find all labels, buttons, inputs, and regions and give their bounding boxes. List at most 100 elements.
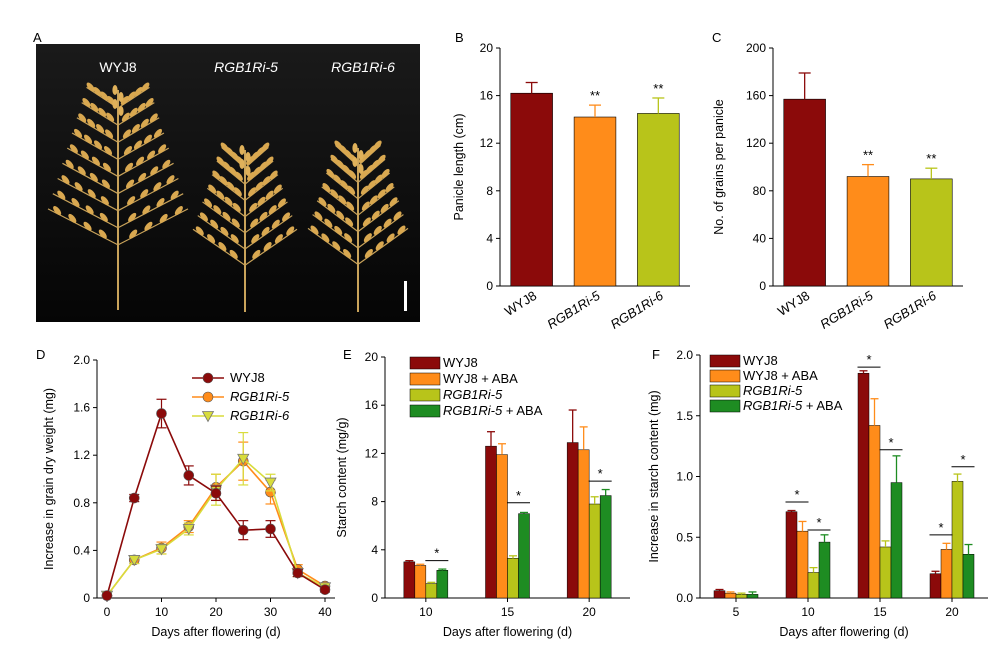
y-tick-label: 4 [486,231,493,245]
bar-rgb1ri-5 [846,176,890,287]
grain [255,181,264,191]
grain [207,234,216,244]
x-axis-label: Days after flowering (d) [779,625,908,639]
y-tick-label: 0 [83,591,90,605]
grain [257,196,266,206]
panel-d-chart: D 0 0.4 0.8 1.2 1.6 2.0 Increase in grain dry w… [36,347,335,639]
grain [174,206,183,216]
grain [93,140,103,150]
grain [112,85,118,95]
grain [199,212,208,222]
bar-rgb1ri-5-5 [735,594,748,599]
grain [389,197,398,207]
significance-mark: * [888,435,893,450]
y-tick-label: 12 [365,446,379,460]
x-tick-label: 5 [733,605,740,619]
grain [261,142,270,152]
grain [143,134,153,144]
grain [369,195,378,205]
grain [118,92,124,102]
grain [245,152,251,162]
bar-wyj8-aba-20 [940,549,953,599]
bar-wyj8-20 [929,573,942,599]
grain [282,212,291,222]
grain [364,249,373,259]
grain [220,226,229,236]
y-tick-label: 20 [365,350,379,364]
x-tick-label-wyj8: WYJ8 [502,288,539,319]
grain [377,189,386,199]
grain [57,190,66,200]
bar-rgb1ri-6 [637,113,680,287]
y-tick-label: 1.6 [73,401,90,415]
data-point [128,492,140,504]
grain [330,189,339,199]
y-tick-label: 160 [746,89,766,103]
grain [213,205,222,215]
panicle-drawings [47,82,409,312]
y-tick-label: 120 [746,136,766,150]
legend-marker [201,411,215,423]
grain [82,97,91,108]
data-point [319,584,331,595]
grain [74,182,83,192]
grain [103,146,113,156]
grain [367,180,376,190]
grain [381,168,390,178]
bar-wyj8-10 [785,511,798,599]
label-suffix: + ABA [502,403,542,418]
legend-swatch-wyj8 [409,356,441,370]
label-gene-part: RGB1Ri-6 [230,408,290,423]
bar-wyj8-aba-10 [414,565,427,599]
grain [112,99,118,109]
label-gene-part: RGB1Ri-5 [230,389,290,404]
legend-marker [202,372,214,384]
x-tick-label: 20 [582,605,596,619]
legend-swatch-rgb1ri-5 [409,388,441,402]
panicle-2 [192,142,298,312]
legend-swatch-wyj8-aba [709,369,741,383]
grain [101,179,110,189]
grain [138,172,147,182]
grain [129,107,138,117]
grain [261,226,270,236]
legend-label-rgb1ri-6: RGB1Ri-6 [230,408,290,423]
grain [239,145,245,155]
y-tick-label: 0 [371,591,378,605]
grain [334,225,343,235]
label-gene-part: RGB1Ri-5 [443,387,503,402]
grain [245,166,251,176]
bar-wyj8-10 [403,561,416,599]
grain [100,196,109,206]
significance-mark: * [794,487,799,502]
significance-mark: * [938,520,943,535]
grain [159,213,168,223]
grain [212,170,221,180]
panel-letter: B [455,30,464,45]
grain [142,205,151,215]
data-point [237,524,249,536]
legend-label-rgb1ri-5-aba: RGB1Ri-5 + ABA [743,398,843,413]
grain [80,150,89,160]
grain [126,179,135,189]
data-point [265,523,276,535]
y-tick-label: 2.0 [73,353,90,367]
grain [248,187,257,197]
legend-label-wyj8: WYJ8 [230,370,265,385]
grain [340,180,349,190]
y-tick-label: 12 [480,136,494,150]
bar-wyj8 [510,92,553,287]
grain [87,118,96,128]
grain [321,233,330,243]
y-tick-label: 1.5 [676,409,693,423]
grain [361,201,370,211]
grain [122,129,131,139]
grain [150,166,159,176]
legend-swatch-wyj8-aba [409,372,441,386]
bar-wyj8-15 [485,445,497,599]
data-point [182,524,195,536]
grain [265,156,274,166]
grain [127,196,136,206]
grain [85,205,94,215]
